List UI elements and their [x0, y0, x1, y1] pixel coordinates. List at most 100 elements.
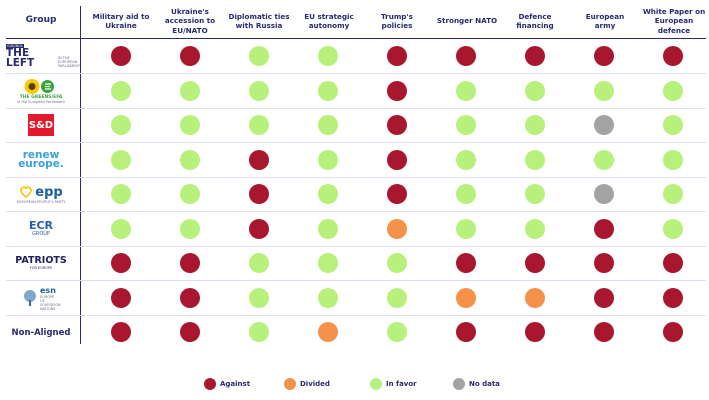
- stance-dot-infavor: [111, 219, 131, 239]
- stance-dot-infavor: [180, 81, 200, 101]
- stance-dot-against: [249, 219, 269, 239]
- legend-infavor-label: In favor: [386, 380, 417, 388]
- stance-dot-against: [249, 184, 269, 204]
- stance-dot-infavor: [663, 150, 683, 170]
- stance-dot-infavor: [249, 115, 269, 135]
- stance-dot-infavor: [387, 253, 407, 273]
- epp-heart-icon: [20, 186, 32, 199]
- stance-dot-infavor: [180, 115, 200, 135]
- stance-dot-infavor: [663, 219, 683, 239]
- legend-nodata-dot: [453, 378, 465, 390]
- greens-efa-logo: THE GREENS/EFA in the European Parliamen…: [6, 76, 76, 106]
- column-header-strategic-autonomy: EU strategic autonomy: [304, 11, 354, 30]
- stance-dot-against: [180, 46, 200, 66]
- stance-dot-against: [456, 322, 476, 342]
- stance-dot-against: [594, 253, 614, 273]
- stance-dot-infavor: [249, 81, 269, 101]
- legend-divided-dot: [284, 378, 296, 390]
- patriots-logo: PATRIOTS FOR EUROPE: [15, 255, 67, 271]
- row-separator: [6, 280, 706, 281]
- stance-dot-infavor: [525, 184, 545, 204]
- stance-dot-infavor: [318, 81, 338, 101]
- s-and-d-logo: S&D: [6, 110, 76, 140]
- esn-logo: esn EUROPE OF SOVEREIGN NATIONS: [6, 283, 76, 313]
- stance-dot-against: [594, 288, 614, 308]
- stance-dot-against: [111, 288, 131, 308]
- stance-dot-infavor: [111, 115, 131, 135]
- column-header-military-aid: Military aid to Ukraine: [92, 11, 150, 30]
- stance-dot-divided: [318, 322, 338, 342]
- row-separator: [6, 142, 706, 143]
- stance-dot-infavor: [525, 115, 545, 135]
- stance-dot-against: [663, 46, 683, 66]
- stance-dot-infavor: [180, 150, 200, 170]
- stance-dot-infavor: [387, 288, 407, 308]
- row-separator: [6, 177, 706, 178]
- stance-dot-against: [525, 253, 545, 273]
- row-separator: [6, 246, 706, 247]
- row-separator: [6, 315, 706, 316]
- header-divider-line: [6, 38, 706, 39]
- stance-dot-infavor: [594, 81, 614, 101]
- stance-dot-infavor: [318, 150, 338, 170]
- stance-dot-against: [456, 46, 476, 66]
- legend-against-label: Against: [220, 380, 251, 388]
- stance-dot-infavor: [456, 150, 476, 170]
- column-header-trump-policies: Trump's policies: [381, 11, 413, 30]
- stance-dot-against: [594, 322, 614, 342]
- stance-dot-against: [387, 115, 407, 135]
- stance-dot-infavor: [318, 115, 338, 135]
- the-left-logo: GUE/NGL THE LEFT IN THE EUROPEAN PARLIAM…: [6, 44, 81, 69]
- stance-dot-infavor: [249, 322, 269, 342]
- stance-dot-against: [180, 322, 200, 342]
- stance-dot-against: [249, 150, 269, 170]
- stance-dot-infavor: [111, 150, 131, 170]
- stance-dot-infavor: [249, 288, 269, 308]
- group-column-header: Group: [25, 15, 57, 26]
- stance-dot-divided: [525, 288, 545, 308]
- non-aligned-label: Non-Aligned: [11, 328, 71, 338]
- legend-nodata-label: No data: [469, 380, 500, 388]
- stance-dot-infavor: [249, 253, 269, 273]
- stance-dot-infavor: [387, 322, 407, 342]
- stance-dot-infavor: [318, 219, 338, 239]
- stance-dot-against: [663, 288, 683, 308]
- stance-dot-infavor: [318, 184, 338, 204]
- stance-dot-against: [456, 253, 476, 273]
- stance-dot-infavor: [456, 184, 476, 204]
- stance-dot-against: [387, 81, 407, 101]
- esn-tree-icon: [24, 290, 36, 306]
- stance-dot-infavor: [318, 253, 338, 273]
- row-separator: [6, 211, 706, 212]
- stance-dot-nodata: [594, 184, 614, 204]
- stance-dot-infavor: [111, 81, 131, 101]
- stance-dot-infavor: [249, 46, 269, 66]
- row-separator: [6, 108, 706, 109]
- stance-dot-infavor: [663, 184, 683, 204]
- group-divider-line: [80, 6, 81, 344]
- stance-dot-infavor: [456, 81, 476, 101]
- stance-dot-against: [180, 253, 200, 273]
- stance-dot-infavor: [456, 115, 476, 135]
- stance-dot-infavor: [318, 288, 338, 308]
- stance-dot-against: [594, 219, 614, 239]
- column-header-diplomatic-ties: Diplomatic ties with Russia: [228, 11, 290, 30]
- row-separator: [6, 73, 706, 74]
- ecr-logo: ECR GROUP: [28, 219, 54, 237]
- stance-dot-against: [387, 150, 407, 170]
- legend-against-dot: [204, 378, 216, 390]
- column-header-stronger-nato: Stronger NATO: [436, 16, 498, 26]
- stance-dot-infavor: [180, 219, 200, 239]
- stance-dot-infavor: [318, 46, 338, 66]
- stance-dot-against: [111, 253, 131, 273]
- stance-dot-nodata: [594, 115, 614, 135]
- column-header-defence-financing: Defence financing: [516, 11, 554, 30]
- stance-dot-against: [525, 322, 545, 342]
- stance-dot-infavor: [525, 81, 545, 101]
- stance-dot-against: [387, 184, 407, 204]
- stance-dot-against: [387, 46, 407, 66]
- stance-dot-infavor: [525, 150, 545, 170]
- stance-dot-infavor: [456, 219, 476, 239]
- stance-dot-infavor: [663, 115, 683, 135]
